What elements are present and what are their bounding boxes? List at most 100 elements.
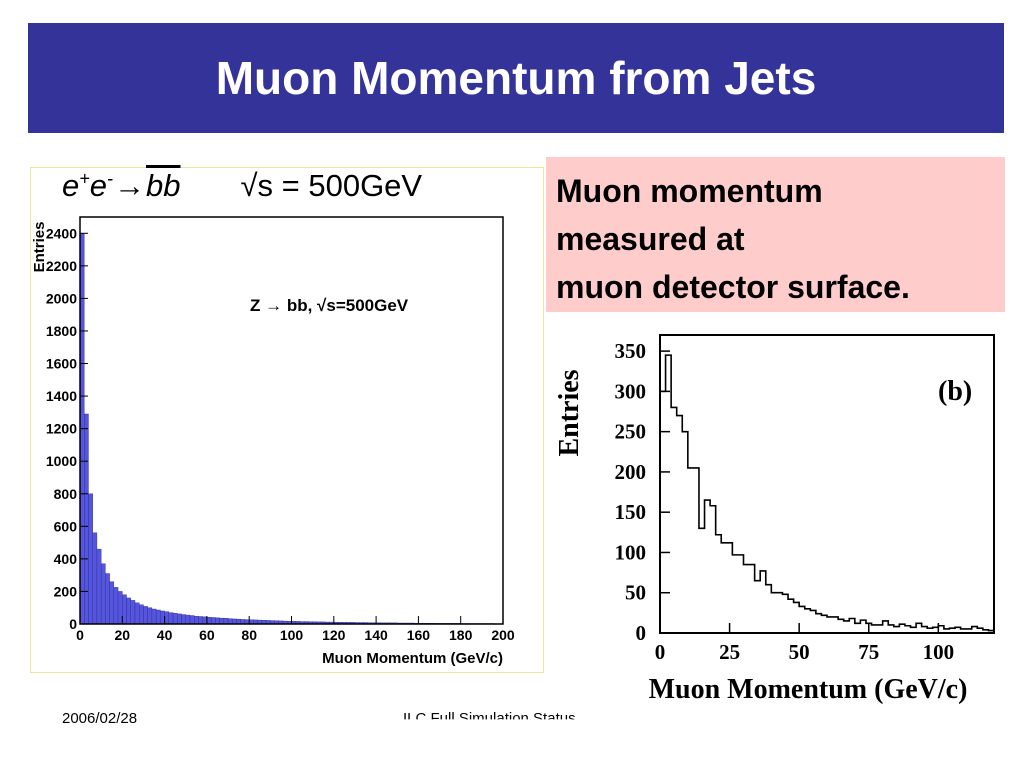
title-bar: Muon Momentum from Jets: [28, 23, 1004, 133]
plot-frame: [79, 216, 504, 625]
histogram-bar: [172, 613, 178, 625]
x-tick-label: 180: [449, 627, 473, 643]
x-tick-label: 0: [76, 627, 84, 643]
x-tick-label: 140: [364, 627, 388, 643]
callout-line-3: muon detector surface.: [556, 269, 910, 305]
y-tick-label: 400: [54, 551, 78, 567]
histogram-bar: [210, 617, 216, 625]
histogram-bar: [189, 615, 195, 625]
histogram-bar: [122, 594, 127, 625]
histogram-bar: [177, 613, 182, 625]
x-tick-label: 0: [655, 640, 666, 664]
histogram-bar: [143, 606, 148, 625]
heading-minus: -: [107, 168, 114, 189]
heading-plus: +: [79, 168, 90, 189]
x-tick-label: 20: [115, 627, 131, 643]
histogram-bar: [109, 581, 115, 625]
histogram-bar: [164, 611, 170, 625]
y-tick-label: 350: [615, 339, 647, 363]
y-tick-label: 1800: [46, 323, 77, 339]
y-tick-label: 1200: [46, 421, 77, 437]
histogram-bar: [194, 615, 199, 625]
histogram-bar: [139, 604, 144, 625]
histogram-bar: [96, 548, 102, 625]
footer-center: ILC Full Simulation Status: [403, 710, 576, 727]
histogram-bar: [88, 493, 93, 625]
y-tick-label: 0: [636, 621, 647, 645]
x-tick-label: 100: [923, 640, 955, 664]
x-tick-label: 160: [407, 627, 431, 643]
y-tick-label: 200: [615, 460, 647, 484]
y-axis-label: Entries: [31, 222, 48, 273]
histogram-bar: [185, 614, 191, 625]
histogram-bar: [206, 616, 212, 625]
histogram-bar: [151, 608, 157, 625]
histogram-bar: [181, 614, 186, 625]
histogram-bar: [223, 618, 229, 625]
y-tick-label: 250: [615, 420, 647, 444]
histogram-bar: [227, 618, 233, 625]
x-tick-label: 80: [241, 627, 257, 643]
x-axis-label: Muon Momentum (GeV/c): [649, 674, 968, 705]
chart-annotation: Z → bb, √s=500GeV: [250, 296, 409, 315]
y-tick-label: 600: [54, 518, 78, 534]
callout-line-1: Muon momentum: [556, 173, 823, 209]
callout-box: Muon momentum measured at muon detector …: [546, 157, 1005, 312]
histogram-bar: [198, 616, 203, 625]
callout-line-2: measured at: [556, 221, 745, 257]
x-tick-label: 40: [157, 627, 173, 643]
histogram-bar: [147, 607, 153, 625]
heading-e: e: [62, 168, 80, 203]
histogram-bar: [202, 616, 208, 625]
x-tick-label: 60: [199, 627, 215, 643]
histogram-bar: [100, 563, 106, 625]
histogram-bar: [126, 597, 131, 625]
x-tick-label: 25: [719, 640, 740, 664]
y-tick-label: 1400: [46, 388, 77, 404]
histogram-bar: [113, 587, 119, 625]
heading-e2: e: [89, 168, 108, 203]
histogram-bar: [84, 413, 89, 625]
y-tick-label: 200: [54, 583, 78, 599]
y-tick-label: 2200: [46, 258, 77, 274]
histogram-bar: [105, 573, 110, 625]
right-arrow-icon: →: [114, 168, 146, 203]
y-tick-label: 0: [69, 616, 77, 632]
histogram-bar: [215, 617, 220, 625]
x-tick-label: 100: [280, 627, 304, 643]
process-heading: e+e-→bb √s = 500GeV: [62, 168, 422, 204]
histogram-bar: [117, 591, 123, 625]
histogram-bar: [232, 618, 237, 625]
y-tick-label: 1600: [46, 356, 77, 372]
right-histogram: 0 25 50 75 100 0 50 100 150 200 250 300 350 Muon Mome…: [554, 334, 995, 705]
histogram-bar: [134, 602, 140, 625]
chart-annotation: (b): [938, 376, 972, 407]
histogram-bar: [160, 610, 165, 625]
x-tick-label: 75: [858, 640, 879, 664]
footer-date: 2006/02/28: [62, 710, 138, 727]
y-tick-label: 300: [615, 379, 647, 403]
histogram-bar: [130, 600, 136, 625]
y-tick-label: 150: [615, 500, 647, 524]
y-tick-label: 50: [625, 581, 646, 605]
y-tick-label: 2000: [46, 290, 77, 306]
plot-frame: [659, 334, 995, 634]
heading-sqrt: √s = 500GeV: [240, 168, 423, 203]
histogram-bar: [219, 617, 225, 625]
left-histogram: 0 20 40 60 80 100 120 140 160 180 2000200400600800…: [31, 216, 515, 667]
slide-title: Muon Momentum from Jets: [215, 52, 817, 104]
histogram-bar: [155, 609, 161, 625]
y-tick-label: 1000: [46, 453, 77, 469]
y-tick-label: 800: [54, 486, 78, 502]
x-axis-label: Muon Momentum (GeV/c): [322, 650, 503, 667]
x-tick-label: 50: [789, 640, 810, 664]
y-tick-label: 100: [615, 540, 647, 564]
x-tick-label: 120: [322, 627, 346, 643]
heading-bb: bb: [146, 168, 181, 203]
histogram-bar: [92, 532, 98, 625]
right-chart-panel: 0 25 50 75 100 0 50 100 150 200 250 300 350 Muon Mome…: [548, 323, 1000, 713]
histogram-bar: [168, 612, 174, 625]
y-tick-label: 2400: [46, 225, 77, 241]
y-axis-label: Entries: [554, 369, 585, 456]
x-tick-label: 200: [491, 627, 515, 643]
